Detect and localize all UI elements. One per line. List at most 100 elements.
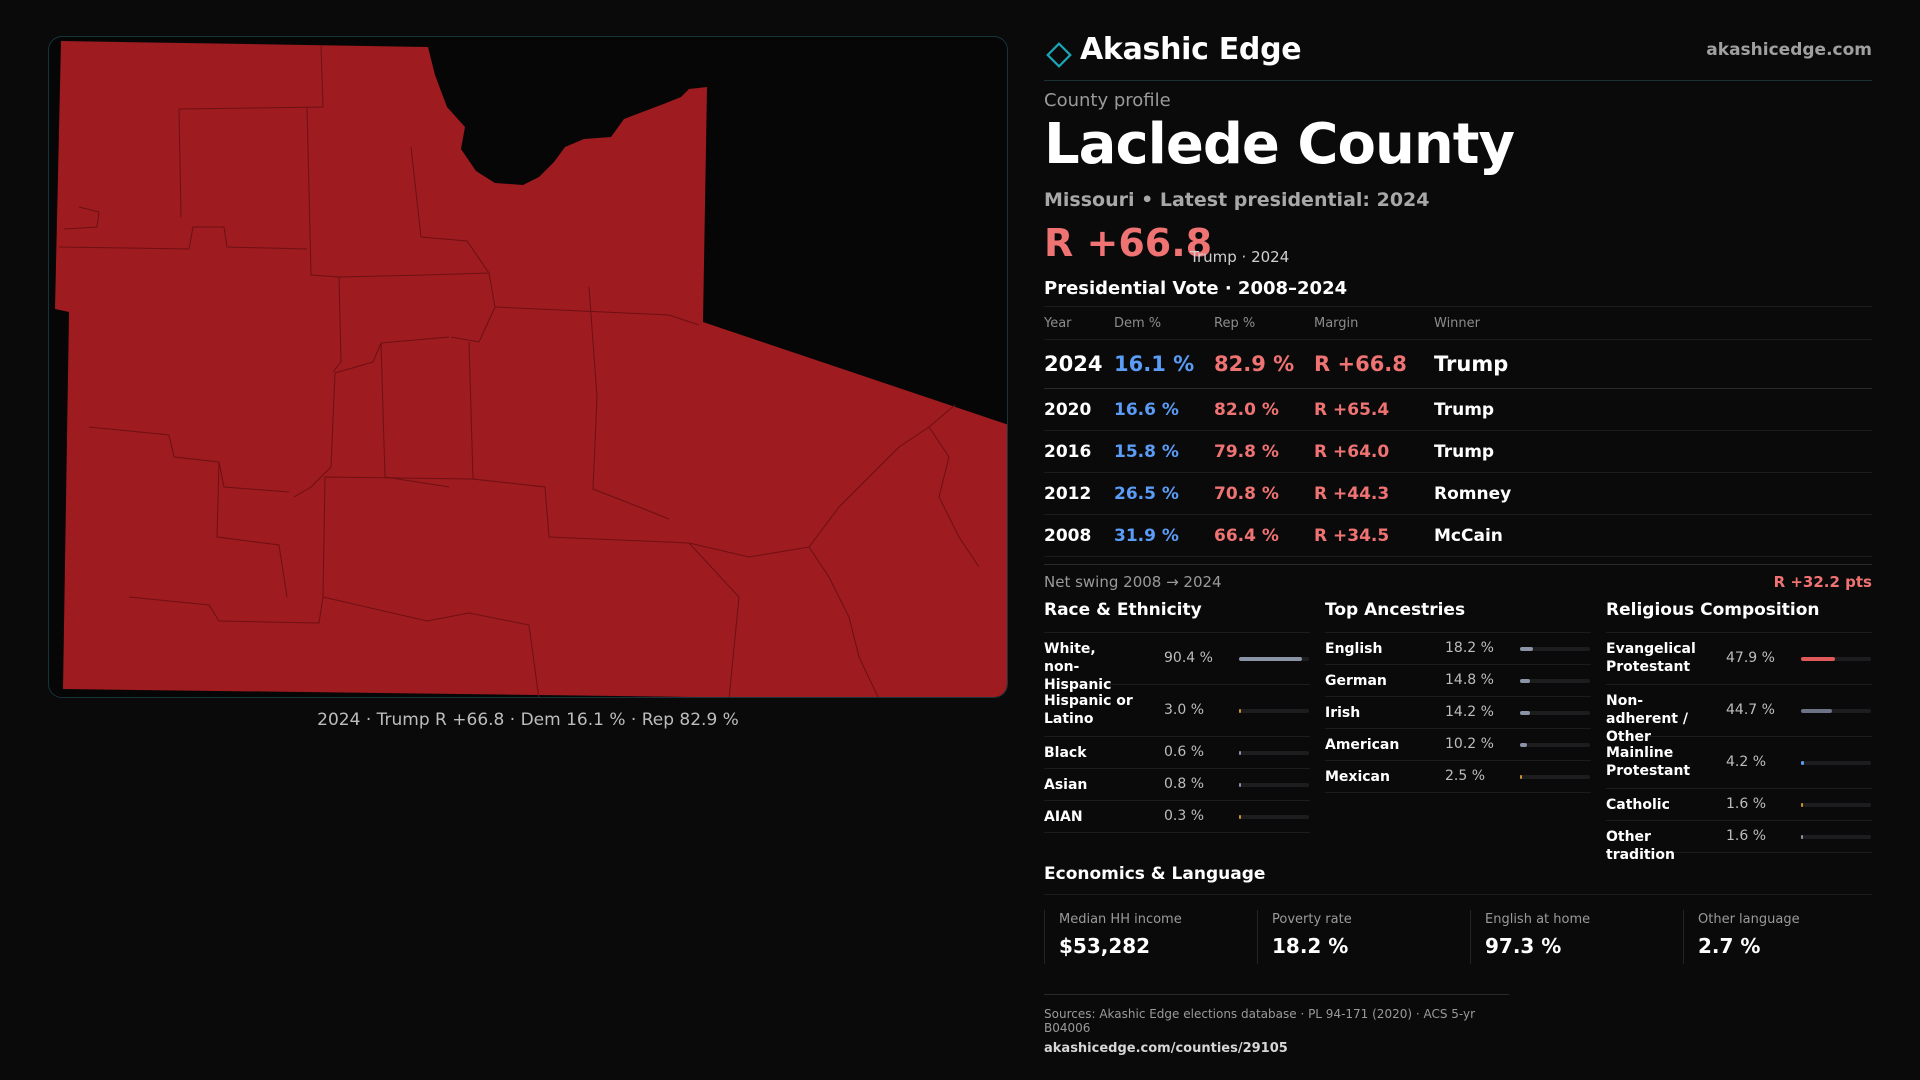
col-header-year: Year [1044, 306, 1114, 340]
ancestry-bar-fill [1520, 711, 1530, 715]
race-value: 0.8 % [1164, 776, 1205, 792]
table-row: 2012 26.5 % 70.8 % R +44.3 Romney [1044, 472, 1872, 515]
race-row: White, non-Hispanic 90.4 % [1044, 633, 1310, 693]
religion-value: 44.7 % [1726, 702, 1775, 718]
ancestry-bar-fill [1520, 647, 1533, 651]
race-bar-track [1239, 751, 1309, 755]
religion-row: Evangelical Protestant 47.9 % [1606, 633, 1872, 685]
race-bar-track [1239, 783, 1309, 787]
econ-label: Other language [1698, 912, 1800, 927]
ancestry-label: German [1325, 673, 1387, 689]
religion-bar-fill [1801, 803, 1803, 807]
latest-margin-note: Trump · 2024 [1190, 248, 1290, 266]
religion-bar-fill [1801, 709, 1833, 713]
rep-cell: 70.8 % [1214, 472, 1314, 515]
race-label: White, non-Hispanic [1044, 641, 1112, 693]
county-shape[interactable] [55, 41, 1008, 698]
winner-cell: Trump [1434, 339, 1872, 389]
race-label: Asian [1044, 777, 1088, 793]
ancestry-label: Irish [1325, 705, 1361, 721]
winner-cell: Trump [1434, 430, 1872, 473]
religion-row: Other tradition 1.6 % [1606, 821, 1872, 863]
ancestry-row: Mexican 2.5 % [1325, 761, 1591, 793]
net-swing-row: Net swing 2008 → 2024 R +32.2 pts [1044, 564, 1872, 599]
race-label: Black [1044, 745, 1087, 761]
net-swing-value: R +32.2 pts [1773, 573, 1872, 591]
race-row: AIAN 0.3 % [1044, 801, 1310, 833]
township-borders [58, 44, 980, 697]
race-row: Hispanic or Latino 3.0 % [1044, 685, 1310, 737]
ancestry-bar-fill [1520, 743, 1528, 747]
winner-cell: Trump [1434, 388, 1872, 431]
dem-cell: 26.5 % [1114, 472, 1214, 515]
margin-cell: R +65.4 [1314, 388, 1434, 431]
race-value: 0.6 % [1164, 744, 1205, 760]
econ-value: 97.3 % [1485, 934, 1562, 958]
col-header-winner: Winner [1434, 306, 1872, 340]
col-header-rep: Rep % [1214, 306, 1314, 340]
winner-cell: Romney [1434, 472, 1872, 515]
map-caption: 2024 · Trump R +66.8 · Dem 16.1 % · Rep … [317, 710, 739, 730]
race-row: Asian 0.8 % [1044, 769, 1310, 801]
religion-value: 4.2 % [1726, 754, 1767, 770]
diamond-logo-icon [1046, 42, 1072, 68]
year-cell: 2012 [1044, 472, 1114, 515]
ancestry-bar-fill [1520, 679, 1531, 683]
year-cell: 2016 [1044, 430, 1114, 473]
county-url-link[interactable]: akashicedge.com/counties/29105 [1044, 1041, 1288, 1056]
brand-name[interactable]: Akashic Edge [1080, 32, 1302, 67]
religion-section-title: Religious Composition [1606, 600, 1872, 633]
econ-card-poverty-rate: Poverty rate 18.2 % [1257, 910, 1456, 964]
brand-url-link[interactable]: akashicedge.com [1706, 40, 1872, 60]
vote-history-table: Year Dem % Rep % Margin Winner 2024 16.1… [1044, 306, 1872, 557]
religion-value: 1.6 % [1726, 796, 1767, 812]
dem-cell: 31.9 % [1114, 514, 1214, 557]
econ-label: Poverty rate [1272, 912, 1352, 927]
ancestry-bar-track [1520, 775, 1590, 779]
profile-subtitle: Missouri • Latest presidential: 2024 [1044, 189, 1430, 211]
religion-bar-fill [1801, 657, 1835, 661]
margin-cell: R +66.8 [1314, 339, 1434, 389]
ancestry-value: 18.2 % [1445, 640, 1494, 656]
religion-label: Mainline Protestant [1606, 745, 1691, 779]
vote-section-title: Presidential Vote · 2008–2024 [1044, 278, 1348, 299]
religion-label: Catholic [1606, 797, 1670, 813]
ancestry-value: 10.2 % [1445, 736, 1494, 752]
ancestry-bar-track [1520, 679, 1590, 683]
margin-cell: R +44.3 [1314, 472, 1434, 515]
religion-value: 1.6 % [1726, 828, 1767, 844]
ancestries-section: Top Ancestries English 18.2 % German 14.8 %… [1325, 600, 1591, 793]
religion-row: Non-adherent / Other 44.7 % [1606, 685, 1872, 745]
ancestry-bar-track [1520, 743, 1590, 747]
religion-row: Mainline Protestant 4.2 % [1606, 737, 1872, 789]
econ-value: 18.2 % [1272, 934, 1349, 958]
rep-cell: 66.4 % [1214, 514, 1314, 557]
econ-card-english-at-home: English at home 97.3 % [1470, 910, 1669, 964]
col-header-margin: Margin [1314, 306, 1434, 340]
religion-bar-fill [1801, 761, 1804, 765]
race-bar-fill [1239, 783, 1241, 787]
dem-cell: 16.6 % [1114, 388, 1214, 431]
brand-header: Akashic Edge akashicedge.com [1044, 32, 1872, 81]
race-section-title: Race & Ethnicity [1044, 600, 1310, 633]
county-map-panel[interactable] [48, 36, 1008, 698]
ancestry-row: Irish 14.2 % [1325, 697, 1591, 729]
rep-cell: 82.0 % [1214, 388, 1314, 431]
religion-label: Evangelical Protestant [1606, 641, 1696, 675]
page-title: Laclede County [1044, 112, 1515, 177]
race-bar-fill [1239, 815, 1241, 819]
dem-cell: 16.1 % [1114, 339, 1214, 389]
margin-cell: R +64.0 [1314, 430, 1434, 473]
ancestry-bar-track [1520, 711, 1590, 715]
race-label: AIAN [1044, 809, 1083, 825]
religion-label: Other tradition [1606, 829, 1675, 863]
religion-bar-fill [1801, 835, 1803, 839]
ancestry-bar-track [1520, 647, 1590, 651]
religion-label: Non-adherent / Other [1606, 693, 1688, 745]
rep-cell: 82.9 % [1214, 339, 1314, 389]
county-map[interactable] [49, 37, 1008, 698]
religion-row: Catholic 1.6 % [1606, 789, 1872, 821]
religion-bar-track [1801, 761, 1871, 765]
ancestry-bar-fill [1520, 775, 1522, 779]
col-header-dem: Dem % [1114, 306, 1214, 340]
